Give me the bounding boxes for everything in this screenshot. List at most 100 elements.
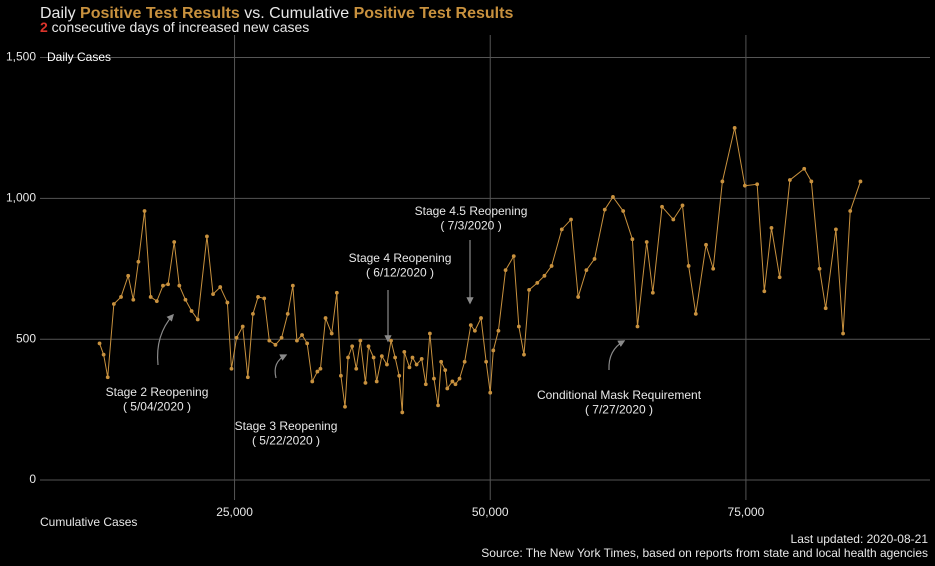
data-point	[809, 179, 814, 184]
data-point	[262, 296, 267, 301]
data-point	[323, 316, 328, 320]
data-point	[240, 324, 245, 329]
data-point	[802, 166, 807, 171]
data-point	[635, 324, 640, 329]
data-point	[732, 126, 737, 130]
data-point	[472, 328, 477, 333]
data-point	[225, 300, 230, 305]
x-tick-label: 75,000	[728, 505, 765, 519]
data-point	[414, 362, 419, 367]
data-point	[660, 204, 664, 209]
data-point	[511, 254, 516, 259]
data-point	[229, 366, 234, 371]
data-point	[680, 203, 685, 208]
data-point	[315, 369, 320, 374]
data-point	[671, 217, 676, 222]
data-point	[300, 333, 304, 337]
data-point	[350, 344, 355, 349]
data-point	[432, 376, 436, 381]
data-point	[491, 348, 496, 353]
annotation: Stage 4.5 Reopening	[415, 204, 528, 218]
title-part: Daily	[40, 5, 80, 22]
chart-title: Daily Positive Test Results vs. Cumulati…	[40, 5, 513, 22]
subtitle-part: 2	[40, 19, 48, 35]
data-point	[279, 335, 284, 340]
data-point	[542, 273, 547, 278]
data-point	[484, 359, 489, 364]
annotation: ( 7/27/2020 )	[585, 403, 653, 417]
data-point	[559, 227, 564, 232]
data-point	[443, 368, 448, 373]
y-tick-label: 1,000	[6, 191, 36, 205]
data-point	[711, 266, 716, 271]
data-point	[400, 410, 405, 415]
data-point	[295, 338, 299, 343]
annotation: ( 6/12/2020 )	[366, 266, 434, 280]
data-point	[407, 365, 412, 370]
data-point	[742, 183, 747, 188]
data-point	[358, 338, 363, 343]
annotation-arrow	[156, 313, 174, 366]
data-point	[858, 179, 863, 184]
data-point	[305, 341, 310, 346]
data-point	[769, 226, 774, 230]
data-point	[496, 328, 501, 333]
data-point	[343, 404, 347, 409]
data-point	[704, 242, 708, 247]
title-part: Positive Test Results	[80, 5, 240, 22]
data-point	[527, 287, 531, 292]
footer-source: Source: The New York Times, based on rep…	[481, 546, 928, 560]
y-axis-label: Daily Cases	[47, 50, 111, 64]
data-point	[126, 273, 131, 278]
annotation-arrow	[608, 340, 626, 371]
data-point	[644, 240, 649, 244]
data-point	[354, 366, 359, 371]
grid	[40, 35, 930, 500]
x-tick-label: 25,000	[216, 505, 253, 519]
annotation: ( 7/3/2020 )	[440, 219, 501, 233]
data-point	[172, 240, 177, 244]
data-point	[131, 297, 136, 302]
data-point	[385, 362, 389, 367]
data-point	[161, 283, 165, 288]
data-point	[273, 342, 278, 347]
data-point	[101, 352, 106, 357]
data-point	[97, 341, 102, 346]
data-point	[154, 299, 159, 304]
data-point	[569, 217, 573, 222]
data-point	[334, 290, 339, 295]
data-point	[453, 382, 458, 387]
data-point	[720, 179, 725, 184]
annotation-arrow	[274, 354, 288, 379]
data-point	[234, 335, 239, 340]
data-point	[267, 338, 272, 343]
data-point	[423, 382, 428, 387]
data-point	[183, 297, 188, 302]
data-point	[762, 289, 767, 294]
data-point	[503, 268, 508, 273]
data-point	[602, 207, 607, 212]
data-point	[445, 386, 450, 391]
data-point	[576, 295, 581, 299]
data-point	[755, 182, 760, 187]
data-point	[256, 295, 260, 299]
data-point	[630, 237, 635, 242]
data-point	[290, 283, 295, 288]
data-point	[436, 403, 440, 408]
data-point	[479, 316, 483, 320]
title-part: Positive Test Results	[354, 5, 514, 22]
data-point	[516, 324, 521, 329]
data-point	[621, 209, 626, 213]
data-point	[148, 295, 153, 299]
y-tick-label: 0	[29, 472, 36, 486]
data-point	[419, 357, 424, 361]
x-axis-label: Cumulative Cases	[40, 515, 137, 529]
annotation-arrows	[156, 240, 626, 379]
data-point	[195, 317, 200, 322]
data-point	[841, 331, 845, 336]
data-point	[366, 344, 371, 349]
data-point	[848, 209, 853, 213]
data-point	[177, 283, 182, 288]
